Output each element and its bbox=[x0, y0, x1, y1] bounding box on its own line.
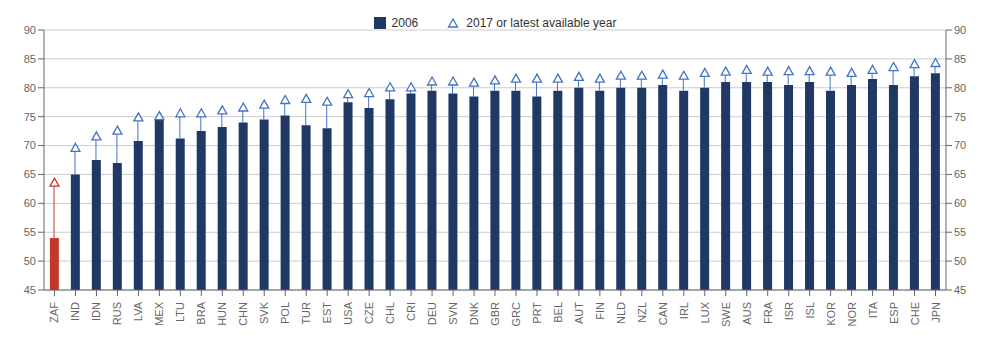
svg-text:IDN: IDN bbox=[90, 302, 102, 321]
svg-text:45: 45 bbox=[954, 284, 966, 296]
svg-text:50: 50 bbox=[954, 255, 966, 267]
svg-text:CZE: CZE bbox=[363, 302, 375, 324]
svg-text:DEU: DEU bbox=[426, 302, 438, 325]
svg-text:85: 85 bbox=[954, 53, 966, 65]
svg-text:FRA: FRA bbox=[762, 301, 774, 324]
svg-text:IRL: IRL bbox=[678, 302, 690, 319]
svg-text:JPN: JPN bbox=[930, 302, 942, 323]
svg-text:45: 45 bbox=[24, 284, 36, 296]
svg-text:PRT: PRT bbox=[531, 302, 543, 324]
svg-text:ZAF: ZAF bbox=[48, 302, 60, 323]
svg-text:DNK: DNK bbox=[468, 301, 480, 325]
svg-text:CHN: CHN bbox=[237, 302, 249, 326]
svg-text:60: 60 bbox=[24, 197, 36, 209]
svg-text:90: 90 bbox=[954, 24, 966, 36]
svg-text:55: 55 bbox=[24, 226, 36, 238]
svg-text:80: 80 bbox=[24, 82, 36, 94]
svg-text:AUT: AUT bbox=[573, 302, 585, 324]
svg-text:MEX: MEX bbox=[153, 301, 165, 326]
svg-text:NOR: NOR bbox=[846, 302, 858, 327]
svg-text:60: 60 bbox=[954, 197, 966, 209]
svg-text:ISL: ISL bbox=[804, 302, 816, 319]
svg-text:75: 75 bbox=[954, 111, 966, 123]
svg-text:75: 75 bbox=[24, 111, 36, 123]
svg-text:KOR: KOR bbox=[825, 302, 837, 326]
html-text:2017 or latest available year: 2017 or latest available year bbox=[466, 16, 617, 30]
svg-text:CAN: CAN bbox=[657, 302, 669, 325]
svg-text:NLD: NLD bbox=[615, 302, 627, 324]
svg-text:FIN: FIN bbox=[594, 302, 606, 320]
svg-text:USA: USA bbox=[342, 301, 354, 324]
svg-text:65: 65 bbox=[954, 168, 966, 180]
svg-text:BRA: BRA bbox=[195, 301, 207, 324]
svg-text:65: 65 bbox=[24, 168, 36, 180]
svg-text:GBR: GBR bbox=[489, 302, 501, 326]
svg-text:SWE: SWE bbox=[720, 302, 732, 327]
svg-text:85: 85 bbox=[24, 53, 36, 65]
svg-text:55: 55 bbox=[954, 226, 966, 238]
svg-text:CHE: CHE bbox=[909, 302, 921, 325]
svg-text:IND: IND bbox=[69, 302, 81, 321]
svg-text:EST: EST bbox=[321, 302, 333, 324]
svg-text:ISR: ISR bbox=[783, 302, 795, 320]
svg-text:RUS: RUS bbox=[111, 302, 123, 325]
svg-text:TUR: TUR bbox=[300, 302, 312, 325]
svg-text:50: 50 bbox=[24, 255, 36, 267]
svg-text:ESP: ESP bbox=[888, 302, 900, 324]
svg-text:90: 90 bbox=[24, 24, 36, 36]
svg-text:LVA: LVA bbox=[132, 301, 144, 321]
svg-text:NZL: NZL bbox=[636, 302, 648, 323]
svg-text:80: 80 bbox=[954, 82, 966, 94]
svg-text:LUX: LUX bbox=[699, 301, 711, 323]
svg-text:HUN: HUN bbox=[216, 302, 228, 326]
svg-text:CRI: CRI bbox=[405, 302, 417, 321]
svg-text:GRC: GRC bbox=[510, 302, 522, 327]
svg-text:LTU: LTU bbox=[174, 302, 186, 322]
svg-text:AUS: AUS bbox=[741, 302, 753, 325]
svg-text:CHL: CHL bbox=[384, 302, 396, 324]
svg-text:ITA: ITA bbox=[867, 301, 879, 318]
svg-text:SVN: SVN bbox=[447, 302, 459, 325]
html-text:2006: 2006 bbox=[391, 16, 419, 30]
svg-text:BEL: BEL bbox=[552, 302, 564, 323]
svg-text:SVK: SVK bbox=[258, 301, 270, 324]
svg-text:70: 70 bbox=[954, 139, 966, 151]
svg-text:70: 70 bbox=[24, 139, 36, 151]
svg-text:POL: POL bbox=[279, 302, 291, 324]
